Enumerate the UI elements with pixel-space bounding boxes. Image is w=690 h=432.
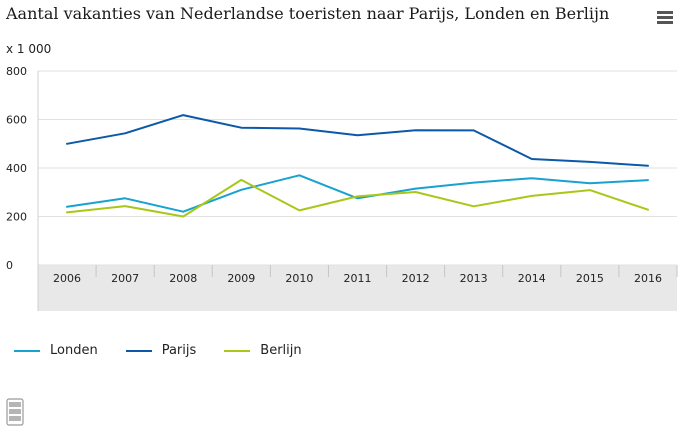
legend-swatch-londen: [14, 349, 40, 352]
x-axis-band: [38, 265, 677, 311]
legend-swatch-berlijn: [224, 349, 251, 352]
legend-label-londen: Londen: [50, 343, 98, 358]
series-line-londen: [66, 174, 649, 213]
y-tick-label: 400: [6, 162, 27, 175]
y-axis-unit-label: x 1 000: [6, 42, 52, 56]
x-tick-label: 2011: [344, 272, 372, 285]
line-chart: 0 200 400 600 800 2006 2007 2008 2009 2010 2011 201…: [6, 65, 678, 311]
x-tick-label: 2009: [227, 272, 255, 285]
series-line-parijs: [66, 114, 649, 167]
y-tick-label: 0: [6, 259, 13, 272]
x-tick-label: 2012: [402, 272, 430, 285]
legend-swatch-parijs: [125, 349, 152, 352]
legend-item-londen[interactable]: Londen: [14, 343, 98, 358]
series-line-berlijn: [66, 178, 649, 218]
y-tick-label: 600: [6, 114, 27, 127]
x-tick-label: 2010: [285, 272, 313, 285]
x-tick-label: 2008: [169, 272, 197, 285]
legend-label-berlijn: Berlijn: [260, 343, 302, 358]
legend-item-parijs[interactable]: Parijs: [125, 343, 197, 358]
y-tick-label: 200: [6, 211, 27, 224]
x-tick-label: 2006: [53, 272, 81, 285]
hamburger-menu-icon[interactable]: [655, 8, 677, 26]
legend-label-parijs: Parijs: [161, 343, 197, 358]
x-tick-label: 2014: [518, 272, 546, 285]
legend: Londen Parijs Berlijn: [14, 343, 330, 358]
y-tick-label: 800: [6, 65, 27, 78]
x-tick-label: 2007: [111, 272, 139, 285]
cbs-logo: [6, 398, 24, 426]
chart-title: Aantal vakanties van Nederlandse toerist…: [6, 4, 610, 23]
x-tick-label: 2013: [460, 272, 488, 285]
legend-item-berlijn[interactable]: Berlijn: [224, 343, 302, 358]
x-tick-label: 2016: [634, 272, 662, 285]
x-tick-label: 2015: [576, 272, 604, 285]
